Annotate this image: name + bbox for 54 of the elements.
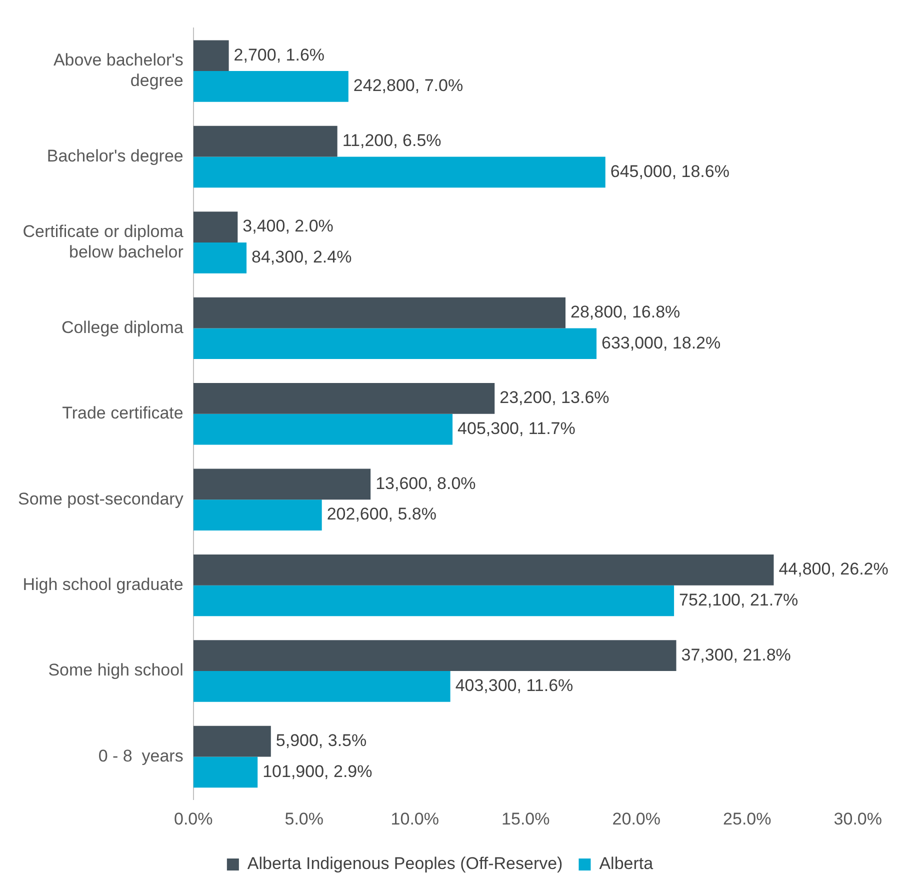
data-label: 5,900, 3.5% — [276, 731, 367, 750]
y-tick-label: Some post-secondary — [18, 489, 184, 508]
data-label: 405,300, 11.7% — [458, 419, 576, 438]
bar — [193, 328, 597, 360]
data-label: 11,200, 6.5% — [342, 131, 442, 150]
bar — [193, 468, 371, 500]
data-label: 403,300, 11.6% — [455, 676, 574, 696]
data-label: 242,800, 7.0% — [353, 76, 464, 96]
bar — [193, 726, 271, 757]
y-tick-label: Some high school — [48, 660, 184, 680]
data-label: 23,200, 13.6% — [500, 388, 610, 408]
y-tick-label: 0 - 8 years — [98, 746, 184, 766]
bar — [193, 585, 674, 616]
bar — [193, 71, 348, 102]
bar — [193, 414, 453, 445]
legend-label: Alberta Indigenous Peoples (Off-Reserve) — [247, 854, 563, 874]
x-tick-label: 20.0% — [612, 809, 660, 828]
x-tick-label: 5.0% — [284, 809, 324, 828]
data-label: 37,300, 21.8% — [681, 645, 791, 664]
x-tick-label: 15.0% — [502, 809, 550, 828]
legend-label: Alberta — [599, 854, 654, 874]
bar — [193, 640, 676, 672]
y-tick-label: College diploma — [61, 318, 184, 337]
bar — [193, 671, 450, 702]
data-label: 28,800, 16.8% — [570, 302, 680, 322]
data-label: 202,600, 5.8% — [326, 504, 436, 524]
x-tick-label: 0.0% — [174, 809, 213, 828]
data-label: 633,000, 18.2% — [602, 333, 721, 352]
y-tick-label: Trade certificate — [62, 404, 184, 423]
y-tick-label: Certificate or diploma below bachelor — [22, 222, 184, 262]
x-tick-label: 10.0% — [390, 809, 439, 828]
x-tick-label: 30.0% — [834, 809, 882, 828]
bar — [193, 212, 238, 242]
bar — [193, 126, 338, 157]
data-label: 13,600, 8.0% — [376, 474, 476, 493]
bar — [193, 156, 606, 188]
bar — [193, 500, 322, 530]
bar — [193, 242, 247, 274]
y-tick-label: Bachelor's degree — [46, 146, 184, 166]
x-tick-label: 25.0% — [723, 809, 772, 828]
y-tick-label: Above bachelor's degree — [53, 50, 184, 90]
bar — [193, 554, 774, 586]
data-label: 44,800, 26.2% — [778, 560, 888, 579]
data-label: 3,400, 2.0% — [242, 216, 334, 236]
data-label: 645,000, 18.6% — [610, 162, 730, 181]
data-label: 752,100, 21.7% — [679, 590, 798, 610]
bar — [193, 756, 258, 788]
bar — [193, 40, 229, 72]
data-label: 84,300, 2.4% — [252, 248, 352, 267]
y-tick-label: High school graduate — [22, 575, 184, 594]
data-label: 101,900, 2.9% — [262, 762, 372, 781]
bar — [193, 383, 495, 414]
data-label: 2,700, 1.6% — [234, 45, 325, 64]
bar — [193, 297, 566, 328]
